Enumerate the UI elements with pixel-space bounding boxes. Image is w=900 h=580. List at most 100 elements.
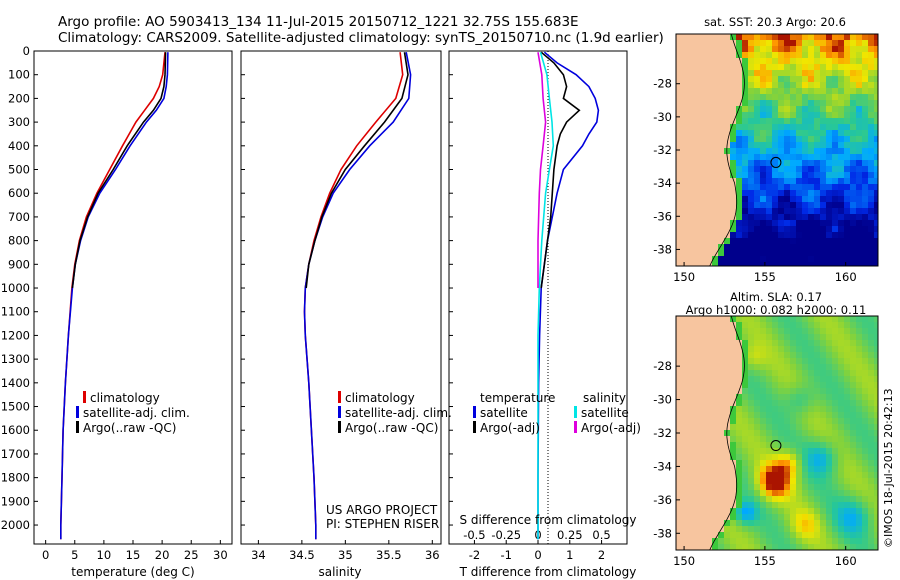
map-cell [760,334,766,340]
map-cell [676,442,682,448]
map-cell [814,352,820,358]
map-cell [808,418,814,424]
map-cell [820,178,826,184]
map-cell [838,478,844,484]
map-cell [712,118,718,124]
map-cell [760,142,766,148]
map-cell [730,502,736,508]
map-cell [682,526,688,532]
map-cell [700,70,706,76]
map-cell [826,424,832,430]
map-cell [748,382,754,388]
map-cell [742,544,748,550]
map-cell [862,466,868,472]
map-cell [868,424,874,430]
map-cell [796,178,802,184]
map-cell [784,238,790,244]
map-cell [796,52,802,58]
map-cell [874,202,878,208]
map-cell [808,178,814,184]
map-cell [748,220,754,226]
map-cell [856,328,862,334]
map-cell [700,100,706,106]
map-cell [814,502,820,508]
map-cell [760,514,766,520]
lat-tick-label: -32 [653,426,672,440]
map-cell [748,490,754,496]
map-cell [826,538,832,544]
map-cell [874,100,878,106]
map-cell [712,346,718,352]
legend-satellite: satellite-adj. clim. [345,406,452,420]
map-cell [784,406,790,412]
map-cell [718,124,724,130]
map-cell [808,148,814,154]
map-cell [796,238,802,244]
map-cell [808,232,814,238]
map-cell [802,430,808,436]
map-cell [784,172,790,178]
map-cell [868,70,874,76]
map-cell [688,334,694,340]
map-cell [802,460,808,466]
map-cell [808,466,814,472]
map-cell [688,232,694,238]
map-cell [736,484,742,490]
map-cell [826,532,832,538]
map-cell [802,496,808,502]
map-cell [712,244,718,250]
map-cell [838,538,844,544]
map-cell [754,496,760,502]
map-cell [808,172,814,178]
map-cell [784,412,790,418]
map-cell [772,394,778,400]
map-cell [748,178,754,184]
map-cell [760,484,766,490]
map-cell [754,112,760,118]
map-cell [790,214,796,220]
map-cell [724,94,730,100]
map-cell [754,406,760,412]
map-cell [850,232,856,238]
map-cell [856,190,862,196]
map-cell [778,382,784,388]
map-cell [808,472,814,478]
map-cell [850,250,856,256]
legend-temp-argo-swatch [473,421,476,433]
map-cell [790,514,796,520]
map-cell [694,418,700,424]
map-cell [832,394,838,400]
map-cell [688,430,694,436]
map-cell [730,358,736,364]
map-cell [712,430,718,436]
map-cell [820,142,826,148]
map-cell [862,190,868,196]
map-cell [838,94,844,100]
map-cell [850,508,856,514]
map-cell [844,208,850,214]
map-cell [712,238,718,244]
map-cell [700,484,706,490]
map-cell [796,262,802,266]
map-cell [706,118,712,124]
map-cell [832,112,838,118]
map-cell [760,232,766,238]
map-cell [712,178,718,184]
map-cell [706,526,712,532]
map-cell [796,412,802,418]
map-cell [838,124,844,130]
map-cell [784,328,790,334]
map-cell [784,220,790,226]
map-cell [742,340,748,346]
map-cell [724,502,730,508]
map-cell [772,100,778,106]
map-cell [874,448,878,454]
map-cell [772,412,778,418]
map-cell [778,520,784,526]
map-cell [778,412,784,418]
map-cell [706,124,712,130]
map-cell [850,34,856,40]
map-cell [874,46,878,52]
map-cell [766,58,772,64]
map-cell [718,436,724,442]
